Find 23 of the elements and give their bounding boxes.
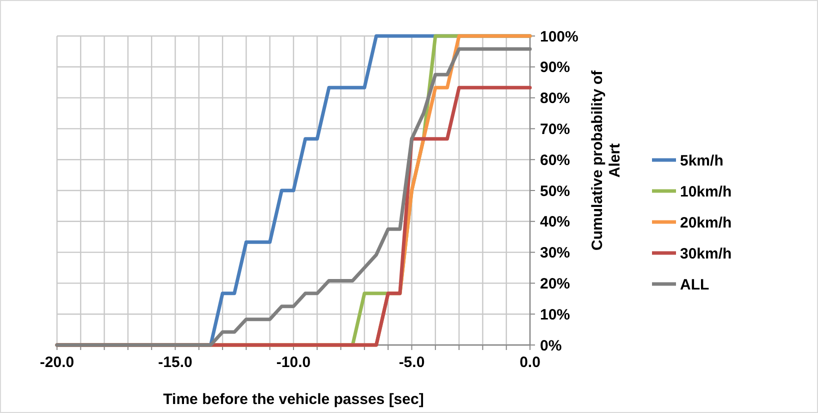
x-tick-label: -15.0	[158, 354, 192, 371]
legend-label: ALL	[680, 276, 710, 294]
y-tick-label: 80%	[540, 90, 570, 108]
y-tick-label: 10%	[540, 306, 570, 324]
y-tick-label: 40%	[540, 214, 570, 231]
y-tick-label: 90%	[540, 59, 570, 76]
y-tick-label: 50%	[540, 182, 570, 200]
y-axis-title: Cumulative probability of Alert	[589, 69, 624, 251]
x-axis-title: Time before the vehicle passes [sec]	[163, 391, 424, 408]
legend-label: 5km/h	[680, 152, 724, 170]
legend-label: 10km/h	[680, 183, 732, 200]
x-tick-label: -10.0	[276, 354, 311, 371]
y-tick-label: 20%	[540, 275, 570, 292]
y-tick-label: 70%	[540, 120, 570, 138]
x-tick-label: 0.0	[520, 354, 540, 371]
legend-label: 20km/h	[680, 214, 732, 232]
y-tick-label: 30%	[540, 244, 570, 262]
x-tick-label: -5.0	[398, 354, 425, 371]
y-tick-label: 0%	[540, 337, 562, 354]
legend-label: 30km/h	[680, 245, 732, 262]
x-tick-label: -20.0	[40, 354, 74, 371]
y-tick-label: 60%	[540, 152, 570, 169]
y-tick-label: 100%	[540, 28, 578, 46]
